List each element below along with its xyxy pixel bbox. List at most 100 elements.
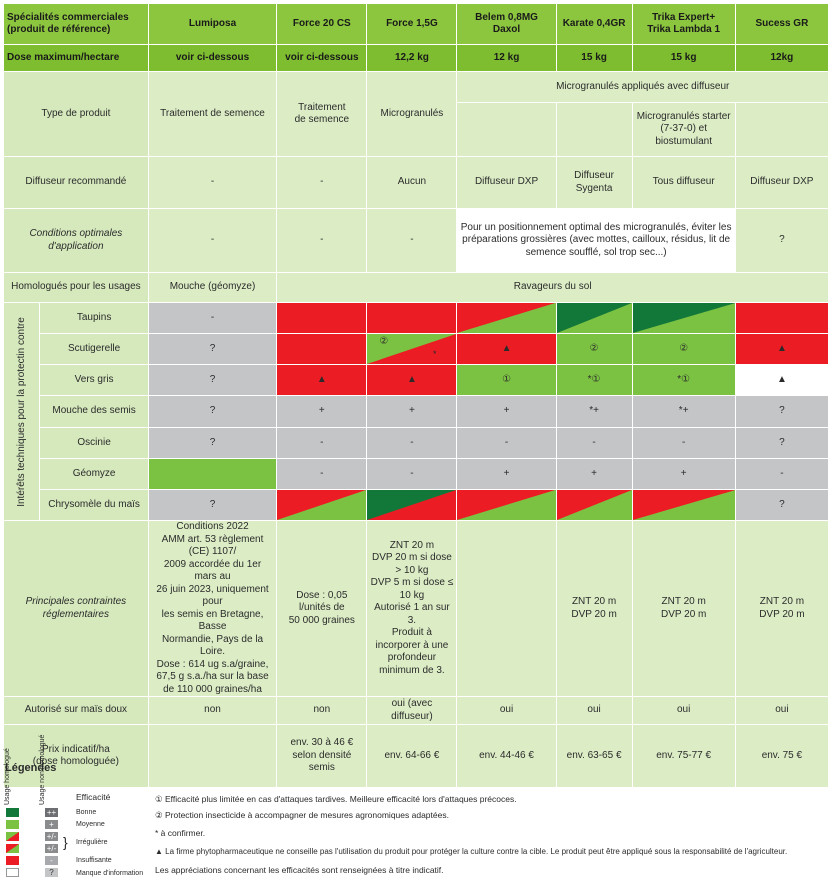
efficacy-mark: ?	[779, 405, 785, 417]
prix-value: env. 63-65 €	[555, 724, 633, 788]
efficacy-cell	[456, 302, 557, 334]
efficacy-cell: ?	[734, 395, 830, 428]
efficacy-diagonal-half	[367, 334, 455, 364]
efficacy-mark: ?	[209, 405, 216, 417]
diffuseur-value: Diffuseur Sygenta	[555, 156, 633, 209]
legend-code: -	[45, 856, 58, 865]
efficacy-cell	[366, 302, 458, 334]
prix-value	[147, 724, 278, 788]
legend-note-5: Les appréciations concernant les efficac…	[155, 865, 444, 875]
efficacy-mark: ?	[209, 373, 216, 385]
efficacy-diagonal-half	[277, 490, 365, 520]
efficacy-cell: -	[631, 427, 736, 459]
contraintes-belem	[456, 520, 557, 697]
efficacy-mark: -	[410, 436, 414, 448]
efficacy-diagonal-half	[457, 303, 555, 333]
legend-brace: }	[63, 834, 68, 850]
contraintes-label: Principales contraintes réglementaires	[3, 520, 149, 697]
autorise-label: Autorisé sur maïs doux	[3, 696, 149, 725]
product-belem: Belem 0,8MG Daxol	[456, 3, 557, 45]
legend-code: ?	[45, 868, 58, 877]
autorise-value: non	[147, 696, 278, 725]
homologues-label: Homologués pour les usages	[3, 272, 149, 303]
efficacy-mark: +	[503, 405, 510, 417]
legend-swatch-bonne	[6, 808, 19, 817]
efficacy-cell: -	[555, 427, 633, 459]
efficacy-cell: -	[734, 458, 830, 490]
legend-code: +/-	[45, 832, 58, 841]
efficacy-mark: -	[682, 436, 686, 448]
legend-swatch-insuffisante	[6, 856, 19, 865]
legend-efficacite: Efficacité	[76, 792, 111, 802]
autorise-value: oui	[555, 696, 633, 725]
conditions-label: Conditions optimales d'application	[3, 208, 149, 273]
product-karate: Karate 0,4GR	[555, 3, 633, 45]
efficacy-cell: ② *	[366, 333, 458, 365]
efficacy-mark: +	[408, 405, 415, 417]
efficacy-cell: +	[366, 395, 458, 428]
efficacy-target-label: Oscinie	[39, 427, 149, 459]
diffuseur-label: Diffuseur recommandé	[3, 156, 149, 209]
efficacy-diagonal-half	[557, 490, 631, 520]
efficacy-cell: -	[276, 458, 368, 490]
legend-level: Bonne	[76, 809, 97, 816]
autorise-value: oui	[456, 696, 557, 725]
efficacy-diagonal-half	[367, 490, 455, 520]
efficacy-cell: ▲	[734, 364, 830, 396]
type-label: Type de produit	[3, 71, 149, 157]
efficacy-cell: ?	[147, 364, 278, 396]
efficacy-cell: +	[631, 458, 736, 490]
efficacy-row: Vers gris? ▲ ▲ ① *① *① ▲	[4, 364, 830, 396]
efficacy-mark: +	[591, 467, 598, 479]
legend-level: Insuffisante	[76, 857, 112, 864]
efficacy-mark: ▲	[316, 373, 327, 385]
efficacy-cell: ①	[456, 364, 557, 396]
product-sucess: Sucess GR	[734, 3, 830, 45]
dose-label: Dose maximum/hectare	[3, 44, 149, 72]
type-group: Microgranulés appliqués avec diffuseur	[456, 71, 829, 103]
product-force15: Force 1,5G	[366, 3, 458, 45]
prix-value: env. 75 €	[734, 724, 830, 788]
prix-value: env. 44-46 €	[456, 724, 557, 788]
efficacy-mark: ▲	[406, 373, 417, 385]
homologues-others: Ravageurs du sol	[276, 272, 829, 303]
contraintes-lumiposa: Conditions 2022 AMM art. 53 règlement (C…	[147, 520, 278, 697]
efficacy-row: Scutigerelle? ② * ▲ ② ② ▲	[4, 333, 830, 365]
contraintes-row: Principales contraintes réglementaires C…	[3, 520, 830, 697]
spec-title: Spécialités commerciales	[7, 11, 129, 23]
product-force20: Force 20 CS	[276, 3, 368, 45]
efficacy-target-label: Vers gris	[39, 364, 149, 396]
efficacy-mark: +	[680, 467, 687, 479]
comparison-table: Spécialités commerciales (produit de réf…	[2, 3, 830, 788]
autorise-row: Autorisé sur maïs doux non non oui (avec…	[3, 696, 830, 725]
diffuseur-value: Diffuseur DXP	[456, 156, 557, 209]
efficacy-diagonal-split	[277, 490, 365, 520]
efficacy-cell	[276, 302, 368, 334]
efficacy-row: Géomyze - - + + + -	[4, 458, 830, 490]
conditions-merged: Pour un positionnement optimal des micro…	[456, 208, 736, 273]
efficacy-mark: ▲	[501, 342, 512, 354]
type-force20: Traitement de semence	[276, 71, 368, 157]
efficacy-mark: -	[592, 436, 596, 448]
legend: Légendes Usage homologué Usage non homol…	[3, 735, 829, 886]
contraintes-force20: Dose : 0,05 l/unités de 50 000 graines	[276, 520, 368, 697]
type-lumiposa: Traitement de semence	[147, 71, 278, 157]
legend-note-4: ▲ La firme phytopharmaceutique ne consei…	[155, 847, 788, 856]
efficacy-cell: +	[555, 458, 633, 490]
dose-value: 12 kg	[456, 44, 557, 72]
efficacy-cell	[555, 302, 633, 334]
spec-header-cell: Spécialités commerciales (produit de réf…	[3, 3, 149, 45]
efficacy-row: Mouche des semis? + + + *+ *+?	[4, 395, 830, 428]
efficacy-cell: ?	[147, 427, 278, 459]
efficacy-cell: *+	[555, 395, 633, 428]
legend-swatch-moyenne	[6, 820, 19, 829]
efficacy-cell: +	[456, 395, 557, 428]
efficacy-mark: *+	[678, 405, 689, 417]
diffuseur-value: Tous diffuseur	[631, 156, 736, 209]
efficacy-row: Chrysomèle du maïs??	[4, 489, 830, 521]
efficacy-cell: ?	[147, 489, 278, 521]
efficacy-mark: -	[504, 436, 509, 448]
efficacy-mark-secondary: *	[432, 348, 437, 359]
efficacy-cell	[147, 458, 278, 490]
efficacy-cell	[456, 489, 557, 521]
